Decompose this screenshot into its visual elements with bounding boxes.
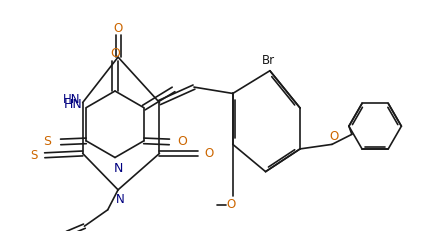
Text: HN: HN xyxy=(63,98,82,111)
Text: O: O xyxy=(110,47,120,60)
Text: O: O xyxy=(329,130,338,143)
Text: HN: HN xyxy=(63,93,80,106)
Text: N: N xyxy=(114,161,123,174)
Text: O: O xyxy=(205,147,214,160)
Text: O: O xyxy=(178,135,187,148)
Text: Br: Br xyxy=(262,55,275,67)
Text: O: O xyxy=(226,198,236,211)
Text: S: S xyxy=(30,149,37,162)
Text: S: S xyxy=(43,135,52,148)
Text: O: O xyxy=(113,22,123,35)
Text: N: N xyxy=(115,193,124,206)
